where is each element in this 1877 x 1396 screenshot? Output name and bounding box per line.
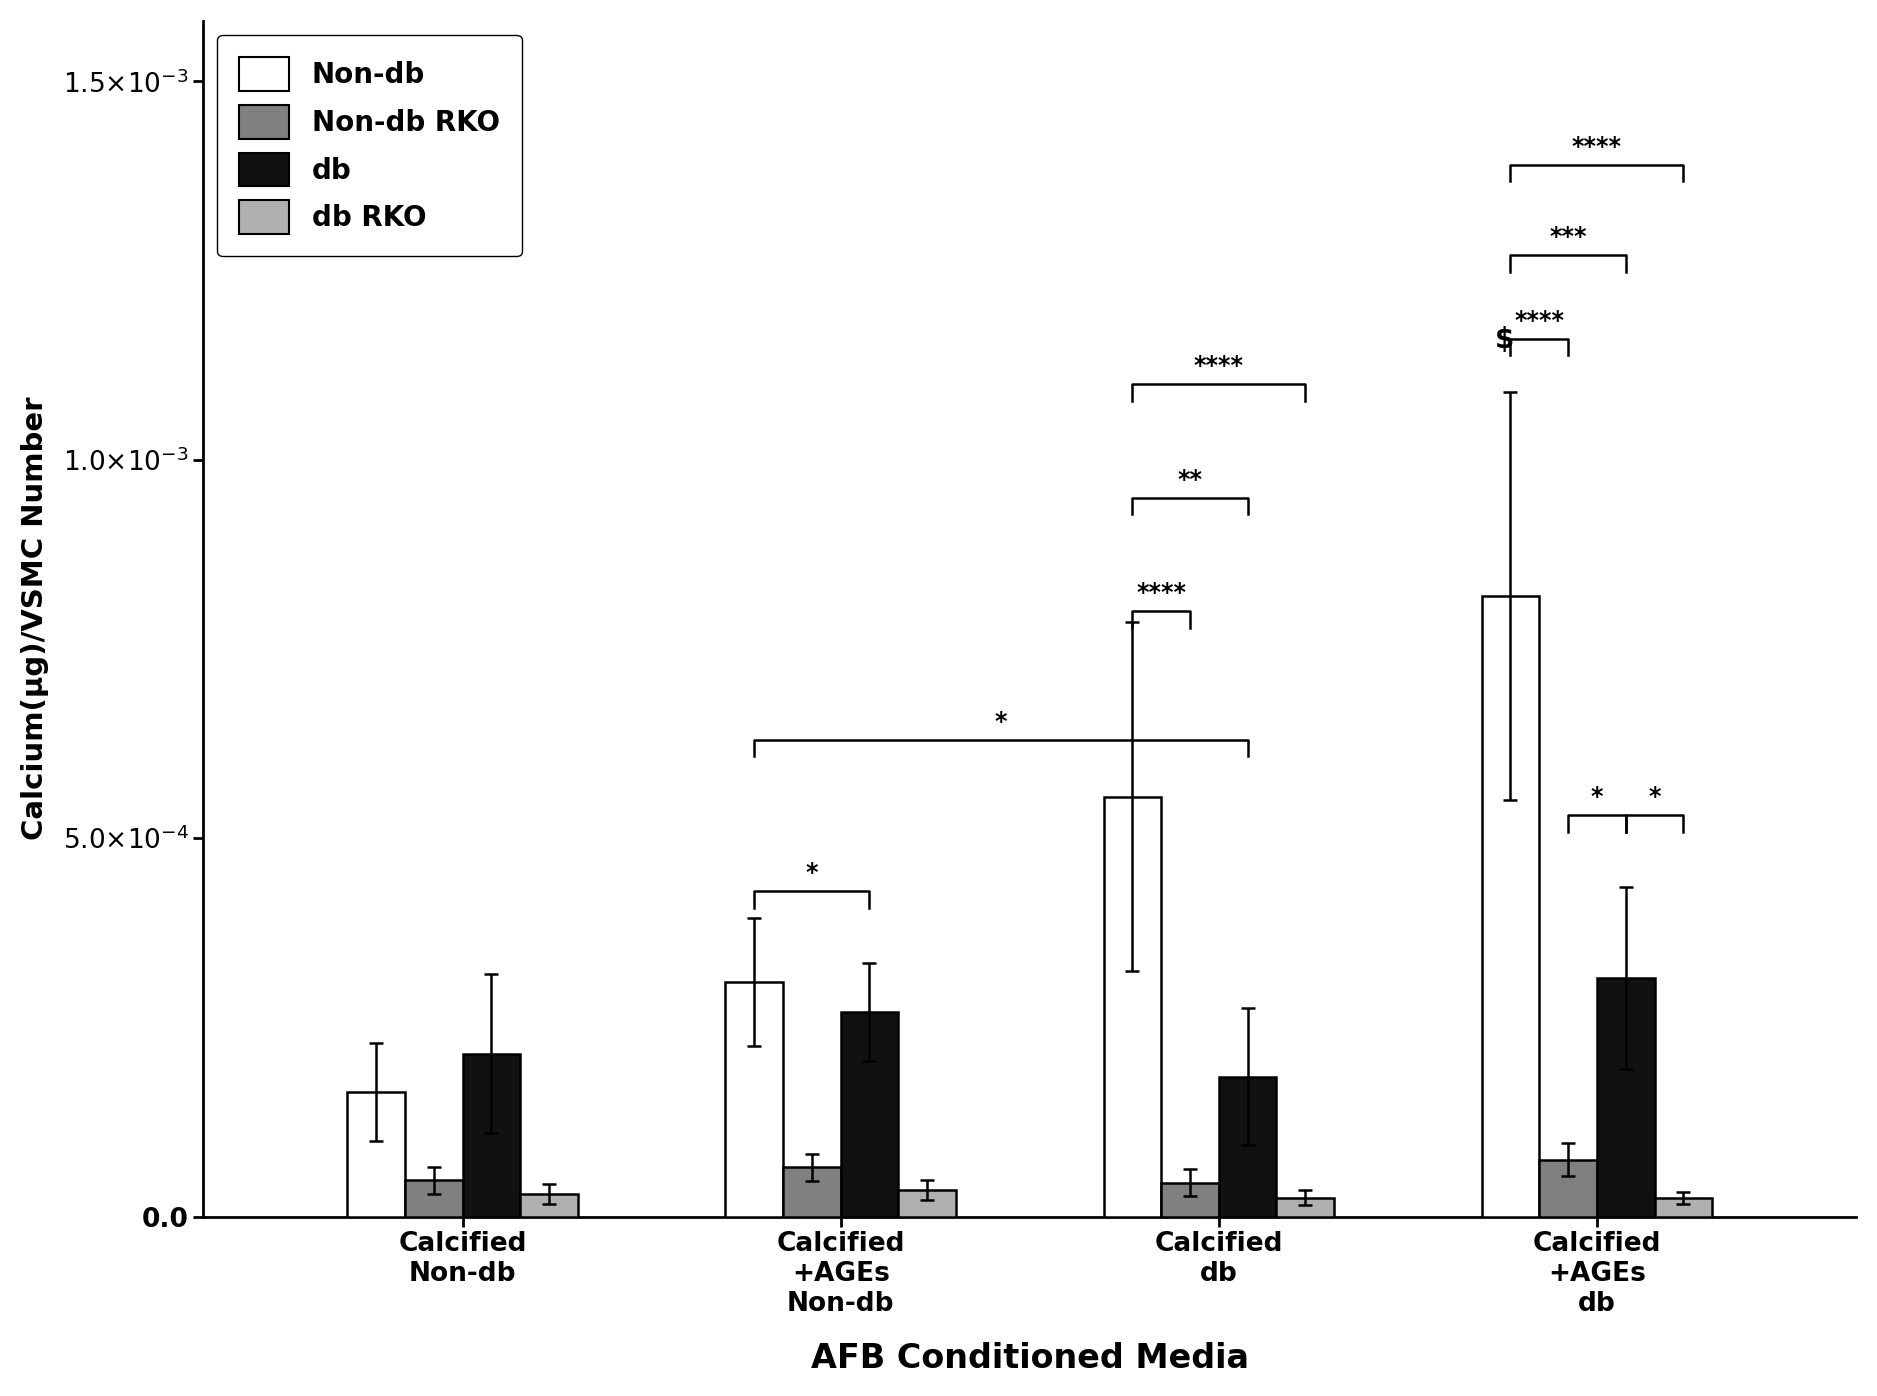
Bar xyxy=(1481,596,1539,1216)
Text: *: * xyxy=(805,861,818,885)
Text: ***: *** xyxy=(1549,225,1586,250)
Bar xyxy=(520,1194,578,1216)
Bar xyxy=(1654,1198,1712,1216)
Bar xyxy=(841,1012,899,1216)
Bar xyxy=(1597,979,1654,1216)
Text: ****: **** xyxy=(1571,134,1622,159)
Text: *: * xyxy=(995,709,1008,734)
Bar xyxy=(405,1180,462,1216)
Bar xyxy=(462,1054,520,1216)
Text: *: * xyxy=(1648,786,1661,810)
Text: ****: **** xyxy=(1515,309,1564,332)
Bar xyxy=(899,1191,955,1216)
Y-axis label: Calcium(μg)/VSMC Number: Calcium(μg)/VSMC Number xyxy=(21,396,49,840)
Text: $: $ xyxy=(1496,325,1515,353)
Bar xyxy=(725,981,783,1216)
Text: ****: **** xyxy=(1194,355,1244,378)
Legend: Non-db, Non-db RKO, db, db RKO: Non-db, Non-db RKO, db, db RKO xyxy=(218,35,522,257)
X-axis label: AFB Conditioned Media: AFB Conditioned Media xyxy=(811,1342,1248,1375)
Text: **: ** xyxy=(1177,468,1203,491)
Text: ****: **** xyxy=(1136,581,1186,604)
Bar xyxy=(1104,797,1162,1216)
Text: *: * xyxy=(1590,786,1603,810)
Bar xyxy=(347,1092,405,1216)
Bar xyxy=(1162,1182,1218,1216)
Bar xyxy=(783,1167,841,1216)
Bar xyxy=(1539,1160,1597,1216)
Bar xyxy=(1276,1198,1335,1216)
Bar xyxy=(1218,1076,1276,1216)
